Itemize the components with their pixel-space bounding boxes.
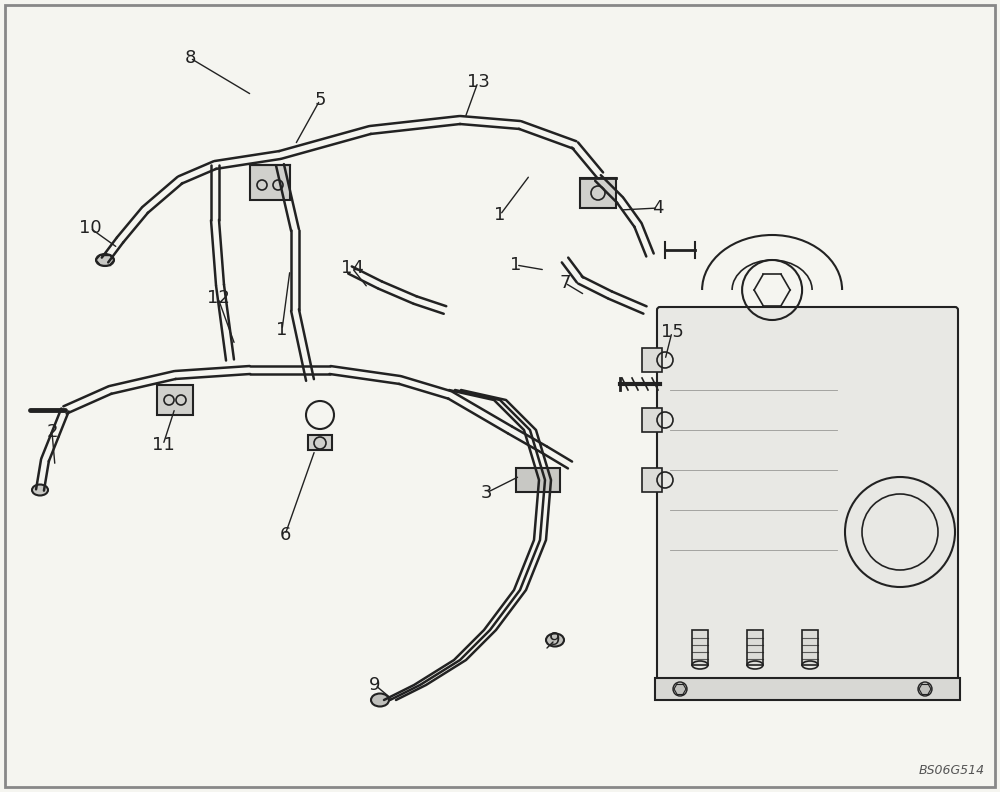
Ellipse shape — [32, 485, 48, 496]
Bar — [642, 468, 662, 492]
Text: 7: 7 — [559, 274, 571, 292]
Circle shape — [673, 682, 687, 696]
Text: 4: 4 — [652, 199, 664, 217]
Text: 2: 2 — [46, 423, 58, 441]
Ellipse shape — [96, 254, 114, 266]
Text: 1: 1 — [494, 206, 506, 224]
Bar — [692, 630, 708, 665]
Bar — [250, 165, 290, 200]
Text: 12: 12 — [207, 289, 229, 307]
Ellipse shape — [371, 694, 389, 706]
Text: 1: 1 — [276, 321, 288, 339]
Text: 5: 5 — [314, 91, 326, 109]
Text: 9: 9 — [549, 631, 561, 649]
Text: 15: 15 — [661, 323, 683, 341]
Bar — [308, 435, 332, 450]
Bar — [642, 408, 662, 432]
Text: 14: 14 — [341, 259, 363, 277]
Text: 3: 3 — [480, 484, 492, 502]
Bar — [516, 468, 560, 492]
Text: 13: 13 — [467, 73, 489, 91]
Text: 8: 8 — [184, 49, 196, 67]
Ellipse shape — [546, 634, 564, 646]
Text: 9: 9 — [369, 676, 381, 694]
Text: BS06G514: BS06G514 — [919, 764, 985, 777]
Bar — [655, 678, 960, 700]
Bar — [580, 178, 616, 208]
Bar — [157, 385, 193, 415]
Bar — [802, 630, 818, 665]
Circle shape — [918, 682, 932, 696]
Text: 6: 6 — [279, 526, 291, 544]
Text: 1: 1 — [510, 256, 522, 274]
Bar — [747, 630, 763, 665]
Text: 11: 11 — [152, 436, 174, 454]
Text: 10: 10 — [79, 219, 101, 237]
FancyBboxPatch shape — [657, 307, 958, 683]
Bar — [642, 348, 662, 372]
